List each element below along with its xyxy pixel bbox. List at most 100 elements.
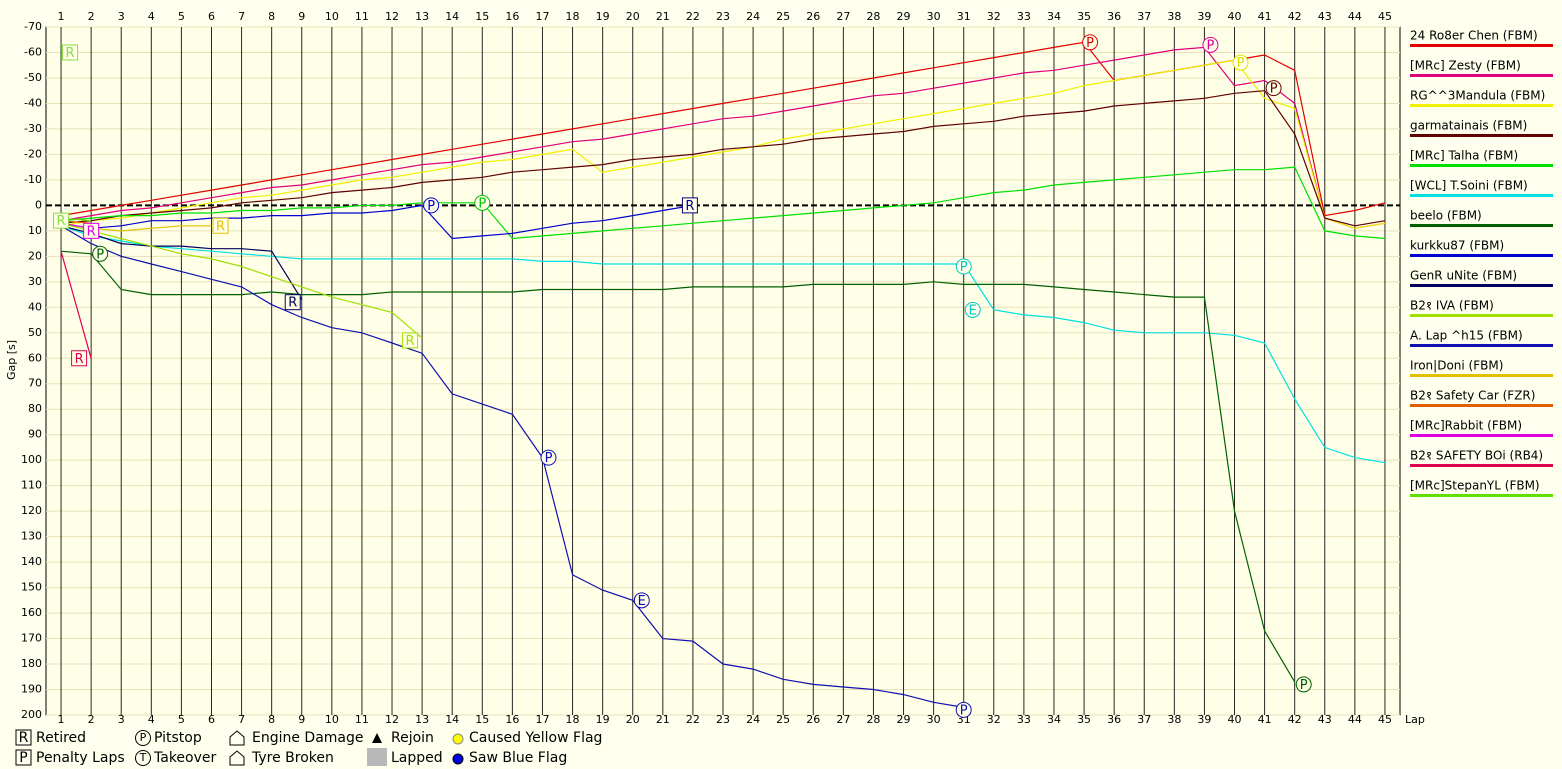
x-tick-label-top: 25 [776,10,790,23]
series-line [60,225,303,301]
y-tick-label: 90 [28,428,42,441]
x-tick-label-top: 18 [566,10,580,23]
legend-label: Iron|Doni (FBM) [1410,359,1503,373]
event-label: P [960,703,968,718]
series-line [60,250,1296,683]
symbol-text: T [139,751,147,764]
series-line [60,222,423,339]
event-circle [423,197,440,214]
x-tick-label-top: 38 [1167,10,1181,23]
x-tick-label-bottom: 23 [716,713,730,726]
x-tick-label-top: 19 [596,10,610,23]
x-tick-label-bottom: 9 [298,713,305,726]
event-label: R [406,334,415,349]
event-box [83,222,100,239]
y-tick-label: 100 [21,453,42,466]
event-circle [540,449,557,466]
event-circle [474,194,491,211]
legend-swatch [1410,464,1553,467]
legend-swatch [1410,404,1553,407]
x-tick-label-bottom: 41 [1258,713,1272,726]
event-box [62,44,79,61]
legend-label: B2१ SAFETY BOi (RB4) [1410,449,1543,463]
event-label: P [545,451,553,466]
x-tick-label-bottom: 37 [1137,713,1151,726]
legend-label: B2१ Safety Car (FZR) [1410,389,1535,403]
x-tick-label-bottom: 36 [1107,713,1121,726]
y-tick-label: -40 [24,96,42,109]
x-tick-label-top: 14 [445,10,459,23]
x-tick-label-top: 24 [746,10,760,23]
x-tick-label-bottom: 14 [445,713,459,726]
x-tick-label-bottom: 22 [686,713,700,726]
y-tick-label: -70 [24,20,42,33]
x-tick-label-top: 10 [325,10,339,23]
symbol [15,749,32,766]
series-line [60,251,92,359]
x-tick-label-top: 42 [1288,10,1302,23]
x-tick-label-top: 23 [716,10,730,23]
legend-label: A. Lap ^h15 (FBM) [1410,329,1523,343]
event-box [212,217,229,234]
legend-label: 24 Ro8er Chen (FBM) [1410,29,1538,43]
x-tick-label-top: 8 [268,10,275,23]
y-tick-label: 10 [28,224,42,237]
symbol [135,750,151,766]
x-tick-label-top: 35 [1077,10,1091,23]
legend-swatch [1410,344,1553,347]
event-circle [1202,36,1219,53]
symbol-text: P [19,750,27,766]
x-tick-label-top: 15 [475,10,489,23]
legend-key: Retired [36,730,86,746]
legend-swatch [1410,44,1553,47]
symbol-text: P [140,731,147,744]
event-label: R [57,214,66,229]
event-label: E [969,303,977,318]
y-tick-label: 50 [28,326,42,339]
x-tick-label-bottom: 10 [325,713,339,726]
y-tick-label: -20 [24,147,42,160]
y-tick-label: 40 [28,300,42,313]
legend-key: Engine Damage [252,730,364,746]
y-tick-label: 120 [21,504,42,517]
event-circle [955,701,972,718]
symbol-text: R [19,730,29,746]
symbol [452,733,464,745]
bottom-legend: R Retired P Penalty Laps P Pitstop T Tak… [15,729,602,766]
x-tick-label-top: 33 [1017,10,1031,23]
y-tick-label: 70 [28,377,42,390]
x-tick-label-top: 45 [1378,10,1392,23]
y-tick-label: 150 [21,581,42,594]
x-tick-label-top: 39 [1197,10,1211,23]
x-tick-label-top: 4 [148,10,155,23]
x-tick-label-bottom: 4 [148,713,155,726]
x-tick-label-bottom: 29 [897,713,911,726]
x-tick-label-bottom: 7 [238,713,245,726]
y-tick-label: 170 [21,632,42,645]
legend-key: Saw Blue Flag [469,750,567,766]
legend-label: [MRc] Talha (FBM) [1410,149,1518,163]
event-label: P [478,196,486,211]
x-tick-label-bottom: 19 [596,713,610,726]
event-box [284,294,301,311]
x-tick-label-top: 27 [836,10,850,23]
x-tick-label-bottom: 26 [806,713,820,726]
legend-swatch [1410,164,1553,167]
y-axis-label: Gap [s] [5,340,18,380]
y-tick-label: -60 [24,45,42,58]
x-axis-label: Lap [1405,713,1425,726]
legend-key: Lapped [391,750,443,766]
x-tick-label-bottom: 18 [566,713,580,726]
x-tick-label-top: 3 [118,10,125,23]
legend-key: Rejoin [391,730,434,746]
y-tick-label: 130 [21,530,42,543]
y-tick-label: 190 [21,683,42,696]
x-tick-label-top: 20 [626,10,640,23]
event-label: P [427,199,435,214]
x-tick-label-bottom: 15 [475,713,489,726]
x-tick-label-bottom: 40 [1228,713,1242,726]
x-tick-label-bottom: 16 [505,713,519,726]
x-tick-label-top: 43 [1318,10,1332,23]
